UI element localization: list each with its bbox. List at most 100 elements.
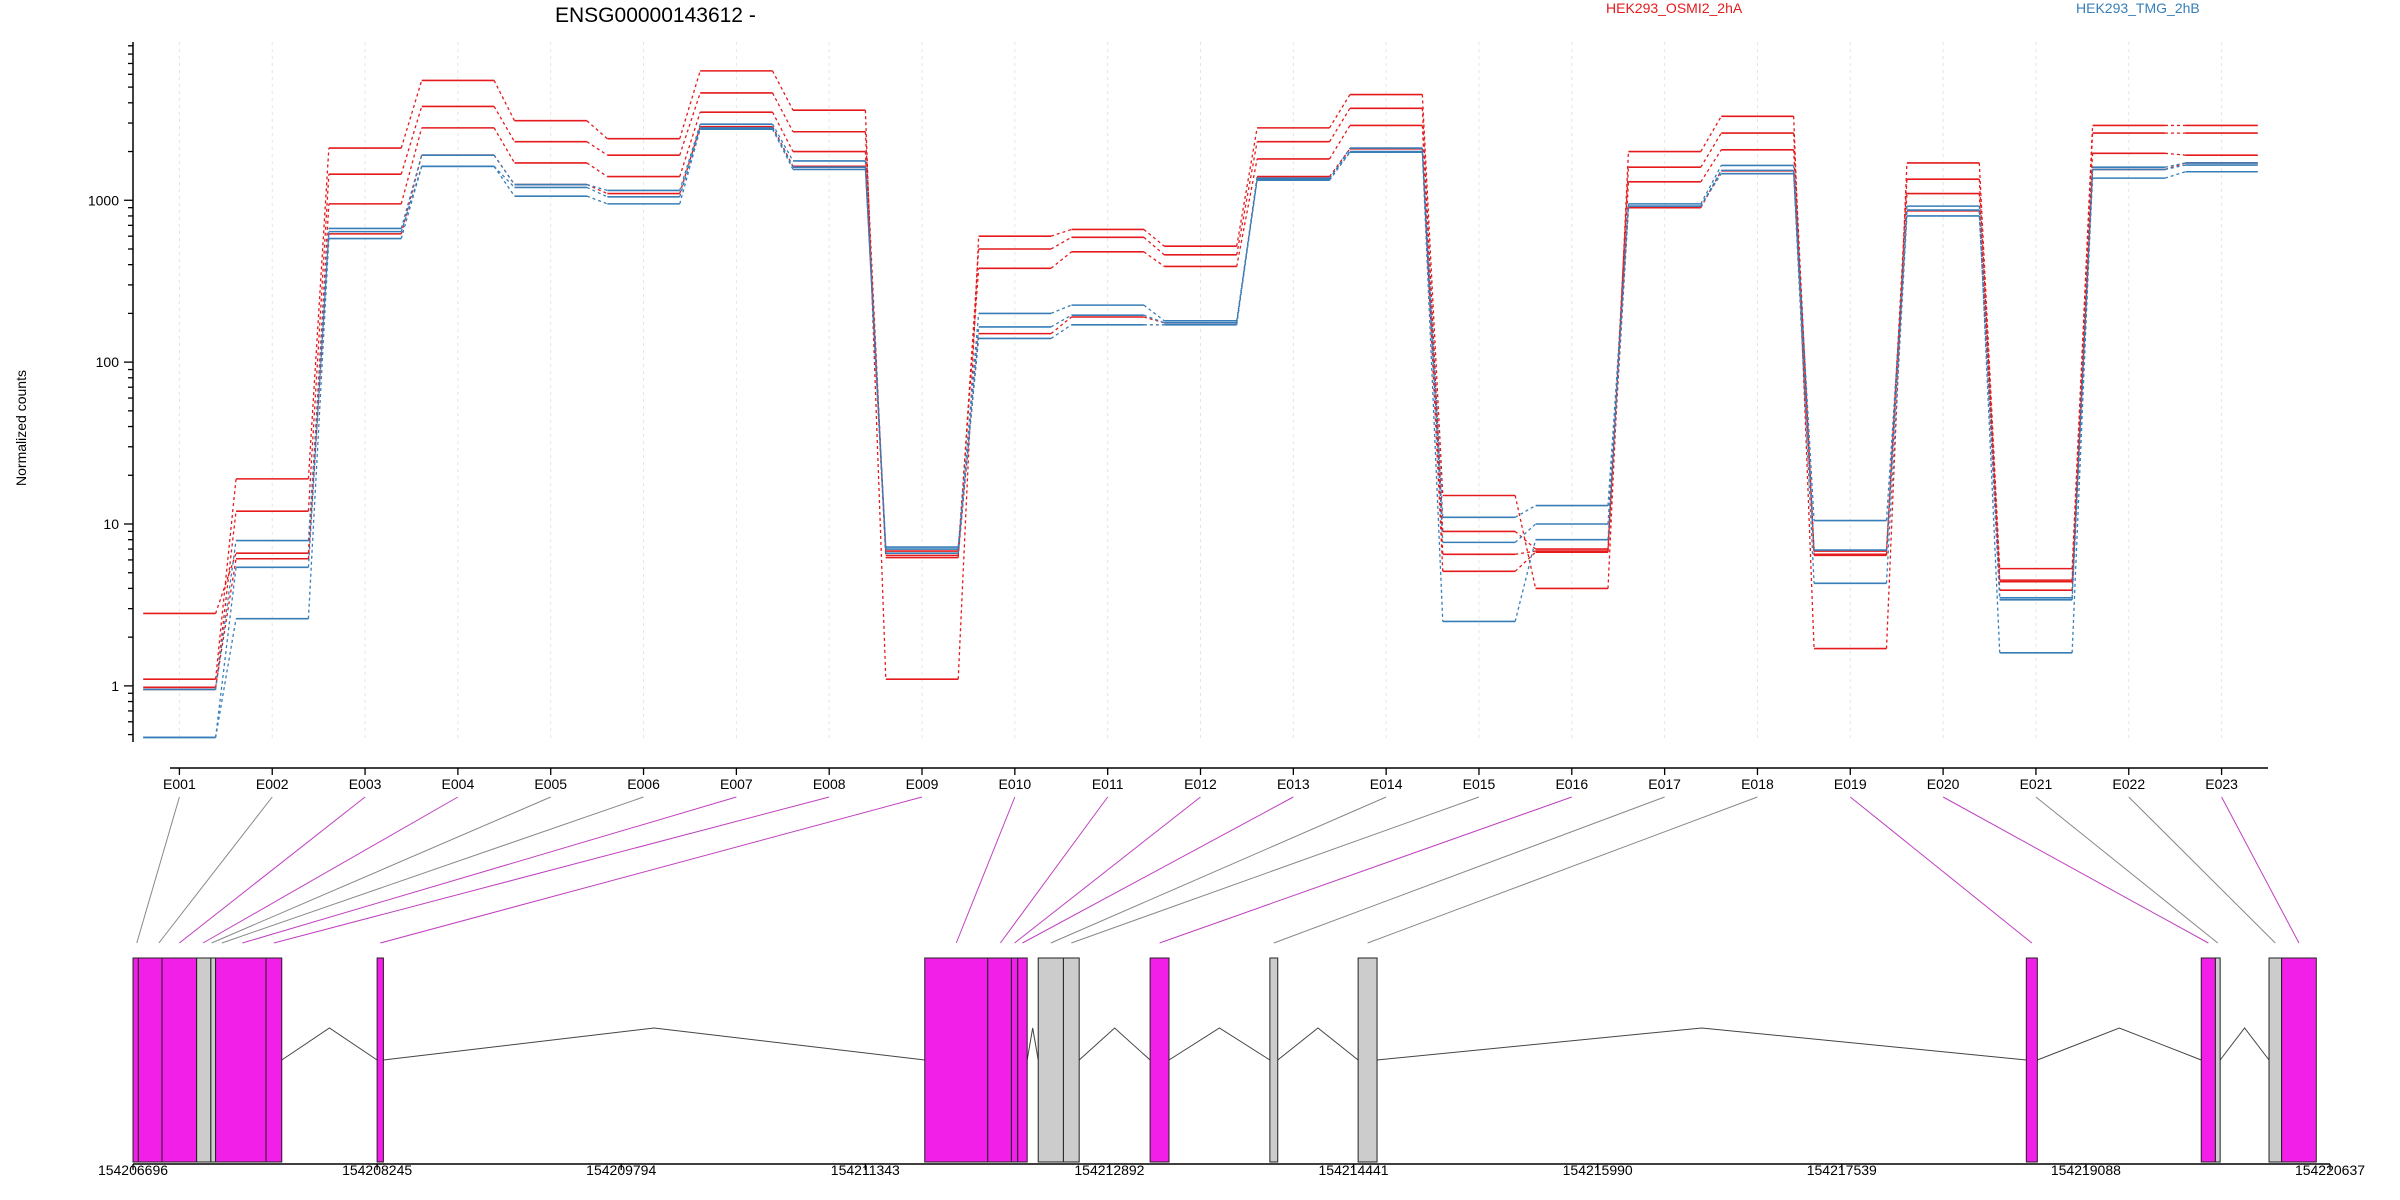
link-e006	[221, 796, 644, 944]
series-connector	[771, 111, 794, 152]
link-e009	[380, 796, 923, 944]
series-connector	[1328, 94, 1351, 129]
intron-line	[383, 1027, 925, 1061]
link-e017	[1273, 796, 1665, 944]
exon-block	[1017, 957, 1028, 1163]
exon-block	[132, 957, 139, 1163]
series-connector	[2071, 133, 2094, 581]
x-tick-label-e015: E015	[1463, 776, 1496, 792]
series-connector	[1514, 523, 1537, 543]
x-tick-label-e017: E017	[1648, 776, 1681, 792]
series-connector	[1700, 116, 1722, 152]
link-e020	[1942, 796, 2209, 944]
x-tick-label-e001: E001	[163, 776, 196, 792]
x-tick-label-e007: E007	[720, 776, 753, 792]
series-connector	[957, 338, 980, 550]
exon-block	[1357, 957, 1378, 1163]
intron-line	[1277, 1027, 1359, 1061]
series-connector	[214, 558, 237, 688]
series-connector	[1328, 125, 1351, 160]
series-connector	[864, 110, 887, 680]
series-connector	[2164, 164, 2186, 171]
genome-tick-label: 154208245	[342, 1162, 412, 1178]
series-connector	[2164, 171, 2186, 179]
exon-block	[987, 957, 1012, 1163]
x-tick-label-e011: E011	[1092, 776, 1124, 792]
link-e022	[2128, 796, 2276, 944]
exon-block	[137, 957, 163, 1163]
series-connector	[1050, 236, 1072, 250]
exon-block	[924, 957, 989, 1163]
link-e018	[1367, 796, 1758, 944]
series-connector	[1421, 148, 1444, 518]
x-tick-label-e003: E003	[349, 776, 382, 792]
series-connector	[1328, 107, 1351, 143]
series-connector	[1700, 132, 1722, 168]
exon-block	[210, 957, 217, 1163]
legend-series-a: HEK293_OSMI2_2hA	[1606, 0, 1743, 16]
series-connector	[493, 106, 516, 143]
x-tick-label-e021: E021	[2020, 776, 2053, 792]
link-e016	[1159, 796, 1572, 944]
series-connector	[400, 127, 423, 205]
series-connector	[586, 195, 608, 205]
genome-tick-label: 154214441	[1319, 1162, 1389, 1178]
genome-tick-label: 154209794	[586, 1162, 656, 1178]
series-connector	[493, 165, 516, 197]
series-connector	[1143, 304, 1165, 322]
series-connector	[1978, 162, 2001, 569]
series-connector	[771, 128, 794, 170]
series-connector	[307, 148, 330, 479]
series-connector	[1421, 108, 1444, 532]
series-connector	[679, 111, 701, 177]
series-connector	[957, 326, 980, 554]
x-tick-label-e023: E023	[2205, 776, 2238, 792]
series-connector	[1328, 147, 1351, 180]
x-tick-label-e009: E009	[906, 776, 939, 792]
series-connector	[307, 174, 330, 512]
series-connector	[1050, 228, 1072, 237]
x-tick-label-e006: E006	[627, 776, 660, 792]
series-connector	[1236, 180, 1258, 325]
series-connector	[1607, 206, 1630, 525]
series-connector	[1236, 141, 1258, 255]
exon-block	[2268, 957, 2283, 1163]
link-e007	[242, 796, 737, 944]
x-tick-label-e010: E010	[998, 776, 1031, 792]
series-connector	[307, 228, 330, 541]
genome-tick-label: 154215990	[1563, 1162, 1633, 1178]
exon-block	[2200, 957, 2216, 1163]
series-connector	[493, 80, 516, 122]
link-e011	[999, 796, 1109, 944]
series-connector	[2164, 152, 2186, 156]
link-e015	[1071, 796, 1480, 944]
series-connector	[1978, 193, 2001, 582]
x-tick-label-e005: E005	[534, 776, 567, 792]
link-e013	[1022, 796, 1294, 944]
series-connector	[1515, 550, 1536, 555]
series-connector	[493, 165, 515, 188]
exon-block	[2281, 957, 2317, 1163]
series-connector	[214, 567, 237, 738]
link-e003	[179, 796, 366, 944]
exon-block	[376, 957, 384, 1163]
exon-block	[2214, 957, 2221, 1163]
x-tick-label-e014: E014	[1370, 776, 1403, 792]
genome-tick-label: 154206696	[98, 1162, 168, 1178]
series-connector	[2164, 162, 2186, 171]
series-connector	[1514, 539, 1537, 622]
series-connector	[400, 166, 423, 239]
series-connector	[1793, 165, 1815, 521]
series-connector	[1143, 251, 1165, 267]
intron-line	[1026, 1027, 1039, 1061]
series-connector	[1143, 228, 1165, 247]
x-tick-label-e018: E018	[1741, 776, 1774, 792]
y-axis: 1 10 100 1000	[88, 42, 134, 742]
y-axis-label: Normalized counts	[13, 370, 29, 486]
series-connector	[2071, 178, 2094, 600]
exon-block	[2025, 957, 2038, 1163]
series-6	[143, 128, 2258, 739]
series-connector	[1700, 173, 1722, 207]
intron-line	[281, 1027, 378, 1061]
exon-block	[196, 957, 212, 1163]
